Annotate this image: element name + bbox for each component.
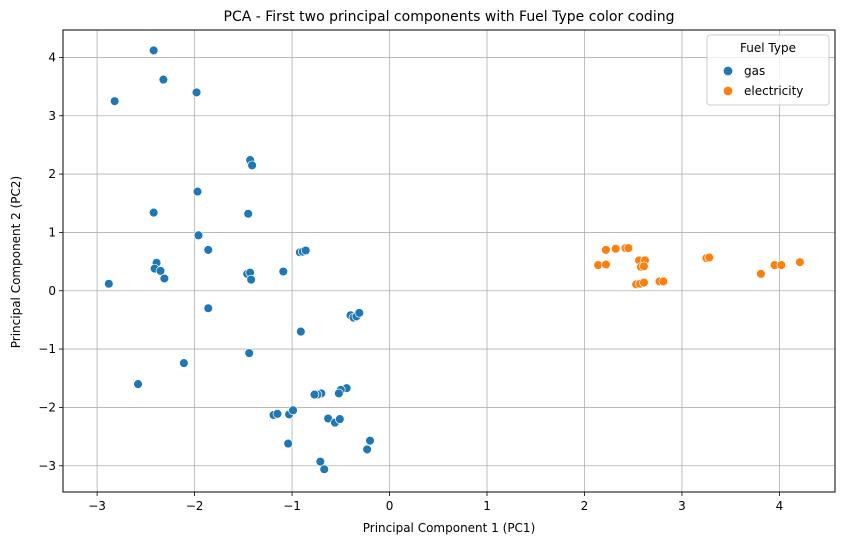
data-point-gas: [300, 245, 311, 256]
data-point-electricity: [756, 269, 766, 279]
x-tick-label: −2: [186, 499, 204, 513]
data-point-gas: [278, 266, 289, 277]
plot-area-frame: [62, 29, 836, 493]
y-tick-label: −1: [38, 342, 56, 356]
data-point-gas: [203, 245, 213, 255]
axis-ticks: −3 −2 −1 0 1 2 3 4 −3 −2 −1 0 1 2 3 4: [38, 50, 783, 513]
data-point-gas: [283, 438, 293, 449]
data-point-gas: [191, 87, 202, 98]
data-point-gas: [109, 96, 120, 106]
data-point-electricity: [704, 252, 715, 263]
data-point-gas: [335, 414, 345, 424]
data-point-gas: [193, 230, 204, 241]
data-point-gas: [158, 74, 169, 85]
data-point-electricity: [776, 260, 787, 270]
x-tick-label: 2: [581, 499, 589, 513]
data-point-gas: [104, 279, 114, 289]
data-point-gas: [362, 444, 372, 455]
data-point-electricity: [658, 276, 669, 287]
y-tick-label: −3: [38, 459, 56, 473]
y-tick-label: 0: [48, 284, 56, 298]
data-point-gas: [288, 405, 298, 416]
x-tick-label: 3: [678, 499, 686, 513]
data-point-electricity: [601, 259, 611, 270]
data-point-gas: [243, 209, 253, 219]
data-point-gas: [315, 456, 326, 467]
data-point-gas: [309, 389, 320, 400]
data-point-gas: [179, 358, 189, 368]
data-point-gas: [203, 303, 213, 314]
x-tick-label: 0: [386, 499, 394, 513]
data-point-gas: [354, 308, 365, 318]
x-tick-label: 4: [776, 499, 784, 513]
data-point-gas: [133, 379, 143, 389]
data-point-electricity: [795, 257, 805, 267]
y-tick-label: 3: [48, 109, 56, 123]
data-point-gas: [272, 409, 283, 419]
y-tick-label: 4: [48, 50, 56, 64]
data-point-gas: [244, 348, 254, 358]
data-point-gas: [334, 388, 344, 399]
legend-marker-gas: [722, 65, 734, 77]
data-point-gas: [296, 326, 306, 337]
data-point-electricity: [593, 260, 603, 270]
y-tick-label: −2: [38, 400, 56, 414]
data-point-gas: [148, 45, 159, 56]
data-point-gas: [246, 274, 256, 285]
x-tick-label: −1: [283, 499, 301, 513]
data-point-gas: [247, 160, 257, 171]
data-point-gas: [159, 273, 170, 284]
grid-lines: [63, 30, 835, 492]
y-tick-label: 2: [48, 167, 56, 181]
data-point-electricity: [610, 244, 621, 254]
data-point-gas: [148, 207, 159, 218]
y-axis-title: Principal Component 2 (PC2): [9, 176, 23, 349]
data-point-gas: [192, 186, 203, 197]
data-point-electricity: [639, 261, 649, 272]
x-tick-label: −3: [88, 499, 106, 513]
y-tick-label: 1: [48, 225, 56, 239]
data-points: [104, 45, 805, 475]
data-point-gas: [155, 266, 166, 276]
legend-marker-electricity: [722, 85, 734, 97]
legend: Fuel Type gas electricity: [706, 34, 830, 106]
data-point-gas: [319, 464, 329, 475]
data-point-electricity: [601, 245, 611, 255]
data-point-electricity: [623, 243, 634, 253]
legend-title: Fuel Type: [740, 41, 796, 55]
legend-box: [706, 34, 830, 106]
x-tick-label: 1: [483, 499, 491, 513]
legend-label-gas: gas: [744, 64, 765, 78]
chart-title: PCA - First two principal components wit…: [224, 9, 675, 25]
data-point-gas: [365, 435, 375, 446]
legend-label-electricity: electricity: [744, 84, 803, 98]
data-point-electricity: [639, 277, 649, 288]
x-axis-title: Principal Component 1 (PC1): [363, 521, 536, 535]
